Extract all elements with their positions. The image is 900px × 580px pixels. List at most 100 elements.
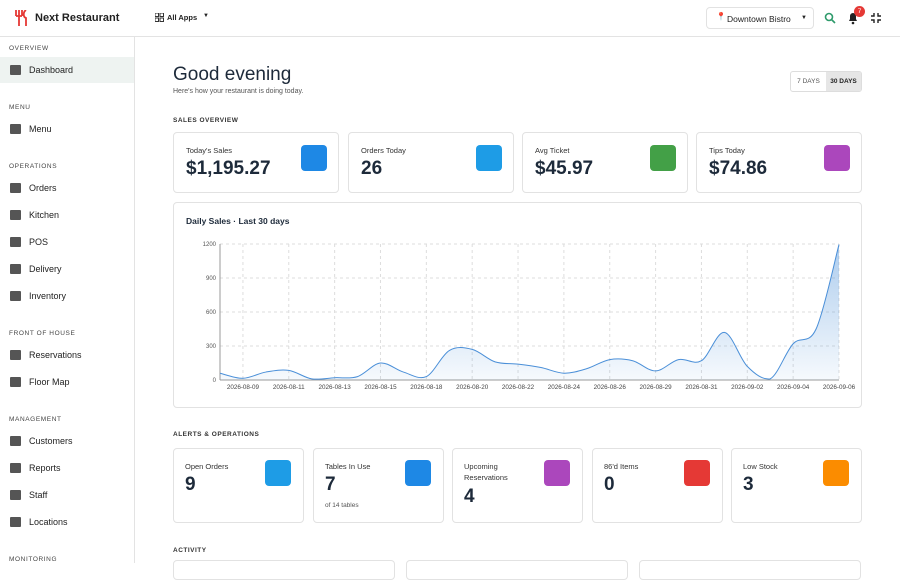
location-select[interactable]: 📍 Downtown Bistro ▼ <box>706 7 814 29</box>
x-tick-label: 2026-08-26 <box>594 384 627 391</box>
stat-label: Today's Sales <box>186 146 233 155</box>
fullscreen[interactable] <box>871 13 881 23</box>
stat-label: Tips Today <box>709 146 745 155</box>
stat-icon <box>301 145 327 171</box>
x-tick-label: 2026-08-29 <box>639 384 672 391</box>
stat-label: Avg Ticket <box>535 146 570 155</box>
y-tick-label: 1200 <box>203 242 217 248</box>
alert-label: Low Stock <box>743 462 778 471</box>
stat-label: Orders Today <box>361 146 406 155</box>
alert-icon <box>823 460 849 486</box>
section-label: MONITORING <box>9 556 58 563</box>
alert-card: Low Stock 3 <box>731 448 862 523</box>
x-tick-label: 2026-08-31 <box>685 384 718 391</box>
section-label: OPERATIONS <box>9 163 58 170</box>
stat-icon <box>476 145 502 171</box>
y-tick-label: 600 <box>206 310 217 316</box>
caret: ▼ <box>203 13 209 19</box>
range-button[interactable]: 30 DAYS <box>826 72 861 91</box>
location: Downtown Bistro <box>727 14 791 24</box>
search[interactable] <box>824 12 836 24</box>
nav-icon <box>10 183 21 193</box>
alert-icon <box>544 460 570 486</box>
y-tick-label: 0 <box>213 378 217 384</box>
stat-card: Tips Today $74.86 <box>696 132 862 193</box>
x-tick-label: 2026-08-20 <box>456 384 489 391</box>
nav-item[interactable]: Locations <box>0 509 134 535</box>
nav-icon <box>10 124 21 134</box>
alert-card: 86'd Items 0 <box>592 448 723 523</box>
section-label: OVERVIEW <box>9 45 49 52</box>
nav-icon <box>10 210 21 220</box>
range-button[interactable]: 7 DAYS <box>797 78 820 85</box>
nav-icon <box>10 264 21 274</box>
nav-icon <box>10 291 21 301</box>
nav-item[interactable]: Inventory <box>0 283 134 309</box>
pin: 📍 <box>716 12 726 21</box>
nav-item[interactable]: Orders <box>0 175 134 201</box>
top-bar: Next Restaurant All Apps ▼ 📍 Downtown Bi… <box>0 0 900 37</box>
nav-item[interactable]: Dashboard <box>0 57 134 83</box>
stat-icon <box>650 145 676 171</box>
chart-card: Daily Sales · Last 30 days 0 300 600 900 120… <box>173 202 862 408</box>
alert-icon <box>405 460 431 486</box>
alert-note: of 14 tables <box>325 502 359 509</box>
nav-item[interactable]: Staff <box>0 482 134 508</box>
y-tick-label: 900 <box>206 276 217 282</box>
stat-card: Orders Today 26 <box>348 132 514 193</box>
alert-value: 4 <box>464 486 475 507</box>
nav-icon <box>10 436 21 446</box>
alert-card: Tables In Use 7 of 14 tables <box>313 448 444 523</box>
x-tick-label: 2026-09-04 <box>777 384 810 391</box>
app-name: Next Restaurant <box>35 12 120 24</box>
notification-badge: 7 <box>854 6 865 17</box>
x-tick-label: 2026-08-09 <box>227 384 260 391</box>
line <box>219 244 840 380</box>
section-label: SALES OVERVIEW <box>173 117 239 124</box>
alert-card: Open Orders 9 <box>173 448 304 523</box>
nav-icon <box>10 350 21 360</box>
y-tick-label: 300 <box>206 344 217 350</box>
greeting: Good evening <box>173 64 292 85</box>
x-tick-label: 2026-08-13 <box>319 384 352 391</box>
activity-card <box>173 560 395 580</box>
alert-label: Upcoming Reservations <box>464 462 508 482</box>
nav-item[interactable]: Delivery <box>0 256 134 282</box>
caret: ▼ <box>801 15 807 21</box>
nav-icon <box>10 65 21 75</box>
nav-icon <box>10 490 21 500</box>
logo <box>15 10 27 26</box>
nav-item[interactable]: Menu <box>0 116 134 142</box>
range-toggle: 7 DAYS 30 DAYS <box>790 71 862 92</box>
alert-card: Upcoming Reservations 4 <box>452 448 583 523</box>
nav-icon <box>10 377 21 387</box>
subtitle: Here's how your restaurant is doing toda… <box>173 88 304 95</box>
alert-value: 3 <box>743 474 754 495</box>
sidebar: OVERVIEW Dashboard MENU Menu OPERATIONS Order… <box>0 37 135 563</box>
stat-value: $74.86 <box>709 158 768 179</box>
alert-label: Open Orders <box>185 462 229 471</box>
nav-item[interactable]: Kitchen <box>0 202 134 228</box>
section-label: MENU <box>9 104 31 111</box>
nav-icon <box>10 517 21 527</box>
alert-icon <box>265 460 291 486</box>
nav-item[interactable]: Reports <box>0 455 134 481</box>
nav-item[interactable]: POS <box>0 229 134 255</box>
nav-item[interactable]: Floor Map <box>0 369 134 395</box>
apps-icon <box>155 13 164 22</box>
x-tick-label: 2026-09-02 <box>731 384 764 391</box>
apps-menu[interactable]: All Apps <box>167 13 198 22</box>
nav-icon <box>10 463 21 473</box>
x-tick-label: 2026-08-24 <box>548 384 581 391</box>
alert-label: Tables In Use <box>325 462 371 471</box>
stat-icon <box>824 145 850 171</box>
nav-item[interactable]: Customers <box>0 428 134 454</box>
stat-card: Avg Ticket $45.97 <box>522 132 688 193</box>
x-tick-label: 2026-08-15 <box>364 384 397 391</box>
x-tick-label: 2026-08-18 <box>410 384 443 391</box>
section-label: MANAGEMENT <box>9 416 62 423</box>
chart: Daily Sales · Last 30 days 0 300 600 900 120… <box>186 216 856 391</box>
nav-item[interactable]: Reservations <box>0 342 134 368</box>
activity-card <box>639 560 861 580</box>
